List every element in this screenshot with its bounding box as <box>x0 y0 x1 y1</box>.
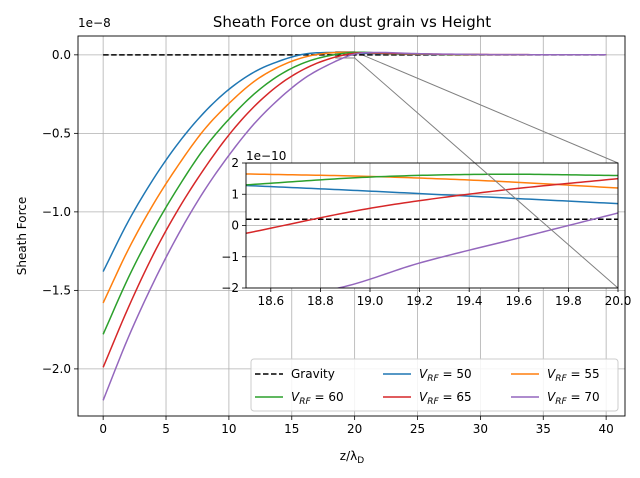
y-axis-label: Sheath Force <box>15 197 29 276</box>
inset-y-tick-label: 1 <box>231 187 239 201</box>
legend-label-2: VRF = 55 <box>547 367 600 384</box>
inset-x-tick-label: 19.0 <box>357 294 384 308</box>
legend-label-tail: = 60 <box>311 390 344 404</box>
legend-label-0: Gravity <box>291 367 335 381</box>
inset-axes: 18.6 18.8 19.0 19.2 19.4 19.6 19.8 20.0 2 1 0 −1 −2 1… <box>221 149 632 308</box>
legend-label-5: VRF = 70 <box>547 390 600 407</box>
legend-label-main: V <box>419 390 428 404</box>
inset-y-offset-label: 1e−10 <box>246 149 286 163</box>
x-tick-label: 20 <box>347 422 362 436</box>
main-plot-frame <box>77 35 626 417</box>
x-axis-label: z/λD <box>340 449 364 466</box>
y-tick-label: −1.5 <box>42 283 71 297</box>
y-tick-label: 0.0 <box>52 48 71 62</box>
inset-series-line-5 <box>335 212 618 288</box>
inset-x-tick-label: 19.2 <box>406 294 433 308</box>
legend-label-subscript: RF <box>299 397 311 407</box>
inset-content <box>246 163 618 288</box>
inset-series-line-1 <box>246 184 618 205</box>
legend-label-1: VRF = 50 <box>419 367 472 384</box>
legend-label-subscript: RF <box>555 374 567 384</box>
inset-y-tick-label: 0 <box>231 219 239 233</box>
y-tick-label: −0.5 <box>42 126 71 140</box>
x-tick-label: 35 <box>536 422 551 436</box>
inset-y-tick-label: −1 <box>221 250 239 264</box>
inset-connector-bottom <box>474 163 618 288</box>
legend-label-tail: = 65 <box>439 390 472 404</box>
zoom-connector-top <box>354 51 619 164</box>
x-tick-label: 0 <box>99 422 107 436</box>
legend-label-tail: = 70 <box>567 390 600 404</box>
legend-label-3: VRF = 60 <box>291 390 344 407</box>
x-tick-label: 30 <box>473 422 488 436</box>
x-tick-label: 10 <box>221 422 236 436</box>
legend-box <box>250 358 619 412</box>
legend-label-main: V <box>419 367 428 381</box>
legend-label-subscript: RF <box>555 397 567 407</box>
inset-x-tick-label: 19.8 <box>555 294 582 308</box>
inset-y-tick-label: 2 <box>231 156 239 170</box>
legend-label-main: Gravity <box>291 367 335 381</box>
inset-x-tick-label: 19.4 <box>456 294 483 308</box>
legend-label-4: VRF = 65 <box>419 390 472 407</box>
x-tick-label: 5 <box>162 422 170 436</box>
y-tick-label: −2.0 <box>42 362 71 376</box>
inset-series-line-3 <box>246 173 618 186</box>
legend-label-main: V <box>547 367 556 381</box>
legend-label-main: V <box>291 390 300 404</box>
series-line-5 <box>102 51 607 401</box>
legend-label-subscript: RF <box>427 374 439 384</box>
legend-label-tail: = 55 <box>567 367 600 381</box>
legend-label-main: V <box>547 390 556 404</box>
inset-x-tick-label: 18.8 <box>307 294 334 308</box>
x-tick-label: 15 <box>284 422 299 436</box>
y-offset-label: 1e−8 <box>78 16 111 30</box>
chart-title: Sheath Force on dust grain vs Height <box>213 13 491 31</box>
main-axes: 0 5 10 15 20 25 30 35 400.0−0.5−1.0−1.5−2.0 <box>42 35 626 436</box>
x-tick-label: 40 <box>598 422 613 436</box>
inset-x-tick-label: 20.0 <box>605 294 632 308</box>
legend-label-tail: = 50 <box>439 367 472 381</box>
inset-x-tick-label: 19.6 <box>505 294 532 308</box>
y-tick-label: −1.0 <box>42 205 71 219</box>
inset-y-tick-label: −2 <box>221 281 239 295</box>
x-tick-label: 25 <box>410 422 425 436</box>
main-series-group <box>102 51 607 401</box>
inset-x-tick-label: 18.6 <box>257 294 284 308</box>
legend-label-subscript: RF <box>427 397 439 407</box>
inset-series-line-4 <box>246 177 618 235</box>
